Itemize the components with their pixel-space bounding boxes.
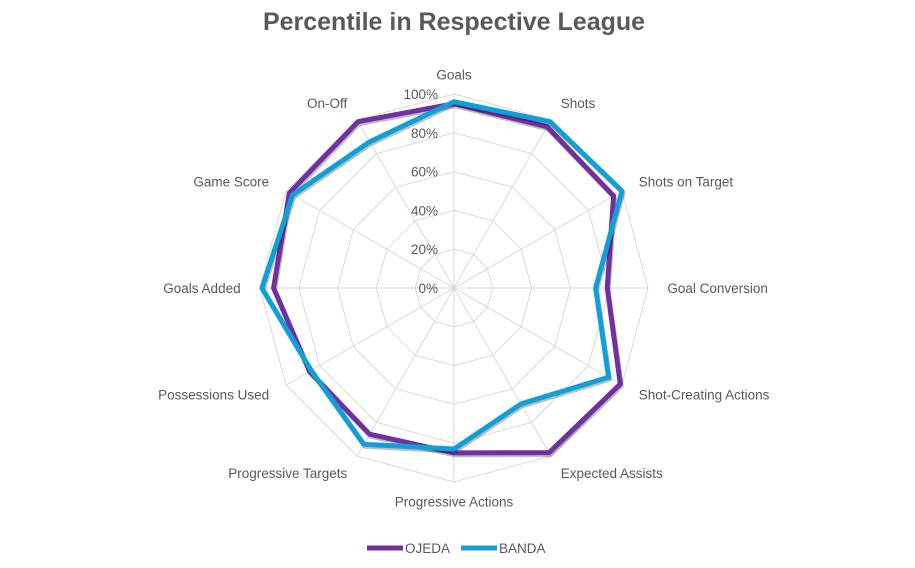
legend-label-ojeda: OJEDA [405,541,450,556]
category-label: Possessions Used [158,388,269,403]
tick-label: 100% [403,87,438,102]
series-line-ojeda [271,101,623,456]
category-label: Shot-Creating Actions [639,388,770,403]
axis-spoke [356,287,455,457]
category-label: Expected Assists [561,466,663,481]
axis-spoke [356,119,455,289]
category-label: Game Score [193,174,269,189]
legend-label-banda: BANDA [499,541,546,556]
tick-label: 0% [418,281,438,296]
tick-label: 80% [411,126,438,141]
tick-label: 20% [411,242,438,257]
category-label: Progressive Targets [228,466,347,481]
axis-spoke [453,190,623,289]
axis-spoke [453,287,623,386]
series-line-banda [259,99,625,452]
axis-spoke [453,119,552,289]
axis-spoke [285,190,455,289]
category-label: Goals [436,68,472,83]
axis-spoke [285,287,455,386]
series-shadow [260,101,626,454]
chart-title: Percentile in Respective League [263,8,645,36]
tick-label: 40% [411,203,438,218]
tick-label: 60% [411,165,438,180]
category-label: Goals Added [163,281,240,296]
axis-spoke [453,287,552,457]
category-label: Shots [561,96,596,111]
category-label: Goal Conversion [667,281,768,296]
category-label: On-Off [307,96,348,111]
category-label: Shots on Target [639,174,734,189]
category-label: Progressive Actions [395,494,514,509]
